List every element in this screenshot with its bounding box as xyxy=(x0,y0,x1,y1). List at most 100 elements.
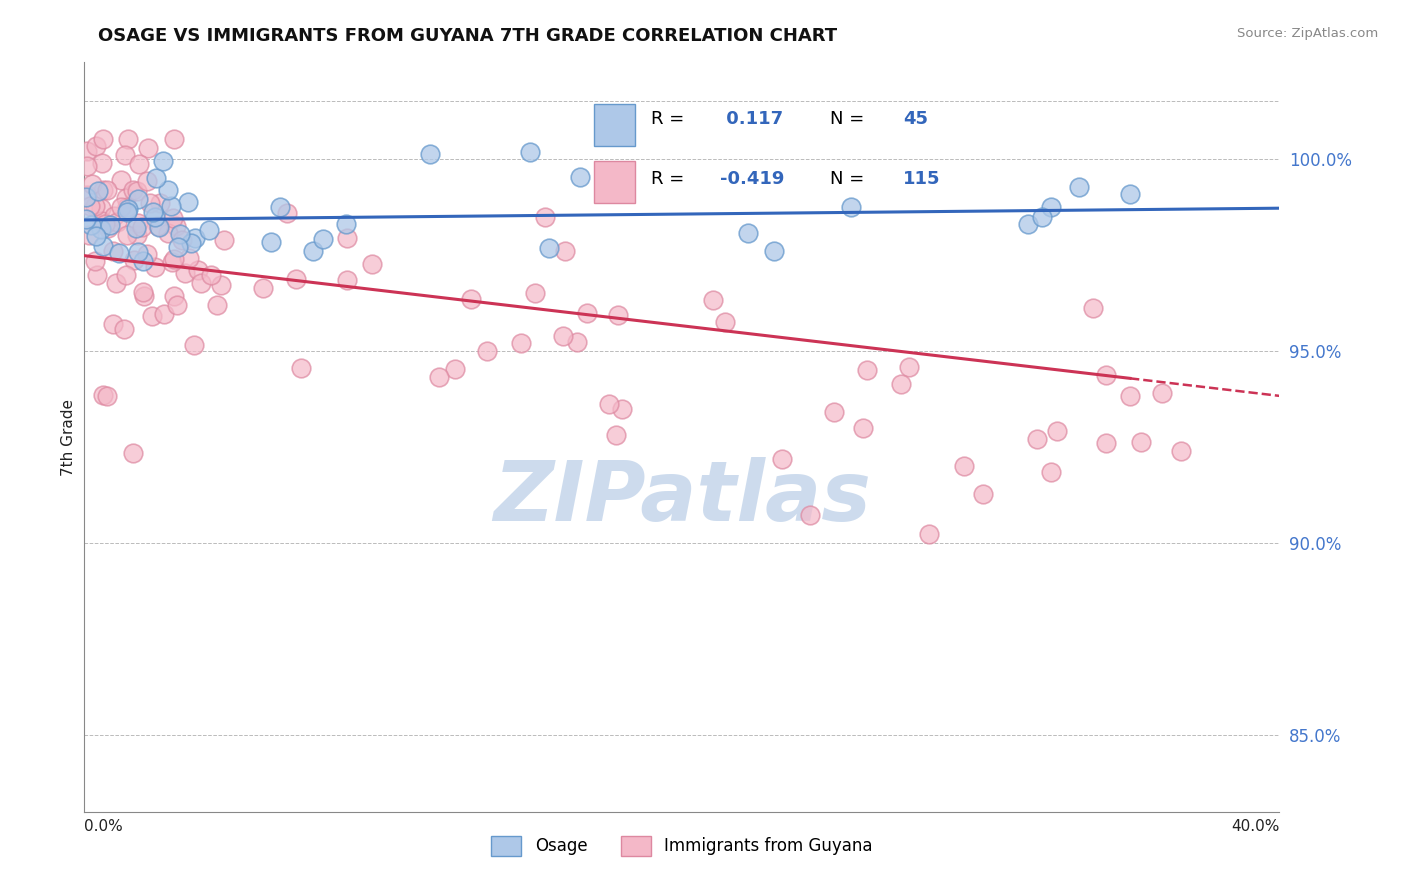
Point xyxy=(1094,436,1116,450)
Point xyxy=(770,451,793,466)
Point xyxy=(200,268,222,282)
Point xyxy=(176,194,198,209)
Point xyxy=(163,132,186,146)
Point xyxy=(183,338,205,352)
Point xyxy=(83,199,105,213)
Point xyxy=(336,273,359,287)
Point xyxy=(443,362,465,376)
Point xyxy=(159,199,181,213)
Point xyxy=(122,446,145,460)
Point xyxy=(79,199,101,213)
Point xyxy=(110,201,132,215)
Point xyxy=(1150,385,1173,400)
Point xyxy=(91,156,114,170)
Point xyxy=(157,183,180,197)
Point xyxy=(1081,301,1104,316)
Point xyxy=(576,306,599,320)
Point xyxy=(145,170,167,185)
Point xyxy=(702,293,724,307)
Point xyxy=(128,156,150,170)
Point xyxy=(84,229,107,244)
Point xyxy=(152,307,174,321)
Point xyxy=(162,289,184,303)
Point xyxy=(335,217,357,231)
Point xyxy=(610,402,633,417)
Text: 0.0%: 0.0% xyxy=(84,819,124,834)
Point xyxy=(107,215,129,229)
Point xyxy=(336,231,359,245)
Point xyxy=(519,145,541,160)
Point xyxy=(276,205,298,219)
Point xyxy=(114,148,136,162)
Point xyxy=(108,245,131,260)
Legend: Osage, Immigrants from Guyana: Osage, Immigrants from Guyana xyxy=(491,836,873,855)
Point xyxy=(75,211,97,226)
Point xyxy=(94,217,117,231)
Point xyxy=(1067,180,1090,194)
Point xyxy=(83,254,105,268)
Point xyxy=(152,154,174,169)
Point xyxy=(890,376,912,391)
Point xyxy=(127,192,149,206)
Point xyxy=(138,196,160,211)
Point xyxy=(205,298,228,312)
Point xyxy=(269,200,291,214)
Point xyxy=(174,266,197,280)
Point xyxy=(183,230,205,244)
Point xyxy=(510,335,533,350)
Point xyxy=(125,184,148,198)
Point xyxy=(93,239,115,253)
Point xyxy=(127,245,149,260)
Point xyxy=(104,277,127,291)
Point xyxy=(90,201,112,215)
Point xyxy=(122,252,145,267)
Point xyxy=(115,268,138,283)
Point xyxy=(146,219,169,233)
Point xyxy=(117,132,139,146)
Point xyxy=(569,170,592,185)
Point xyxy=(125,221,148,235)
Point xyxy=(101,317,124,331)
Point xyxy=(167,240,190,254)
Point xyxy=(115,205,138,219)
Point xyxy=(110,173,132,187)
Text: OSAGE VS IMMIGRANTS FROM GUYANA 7TH GRADE CORRELATION CHART: OSAGE VS IMMIGRANTS FROM GUYANA 7TH GRAD… xyxy=(98,27,838,45)
Point xyxy=(856,363,879,377)
Point xyxy=(86,268,108,282)
Point xyxy=(156,226,179,240)
Point xyxy=(762,244,785,259)
Point xyxy=(554,244,576,259)
Point xyxy=(823,405,845,419)
Point xyxy=(209,277,232,292)
Point xyxy=(135,174,157,188)
Point xyxy=(80,218,103,232)
Point xyxy=(77,228,100,243)
Point xyxy=(180,236,202,251)
Point xyxy=(80,177,103,191)
Point xyxy=(285,272,308,286)
Point xyxy=(953,458,976,473)
Point xyxy=(460,292,482,306)
Point xyxy=(101,244,124,258)
Point xyxy=(1095,368,1118,383)
Point xyxy=(312,232,335,246)
Point xyxy=(87,184,110,198)
Point xyxy=(1039,200,1062,214)
Point xyxy=(117,227,139,242)
Point xyxy=(138,141,160,155)
Point xyxy=(898,360,921,375)
Point xyxy=(1040,465,1063,479)
Point xyxy=(918,527,941,541)
Point xyxy=(76,144,98,158)
Point xyxy=(148,220,170,235)
Point xyxy=(112,322,135,336)
Point xyxy=(533,210,555,224)
Y-axis label: 7th Grade: 7th Grade xyxy=(60,399,76,475)
Point xyxy=(96,389,118,403)
Point xyxy=(103,209,125,223)
Point xyxy=(162,255,184,269)
Point xyxy=(1026,432,1049,446)
Point xyxy=(1170,443,1192,458)
Point xyxy=(114,191,136,205)
Point xyxy=(149,195,172,210)
